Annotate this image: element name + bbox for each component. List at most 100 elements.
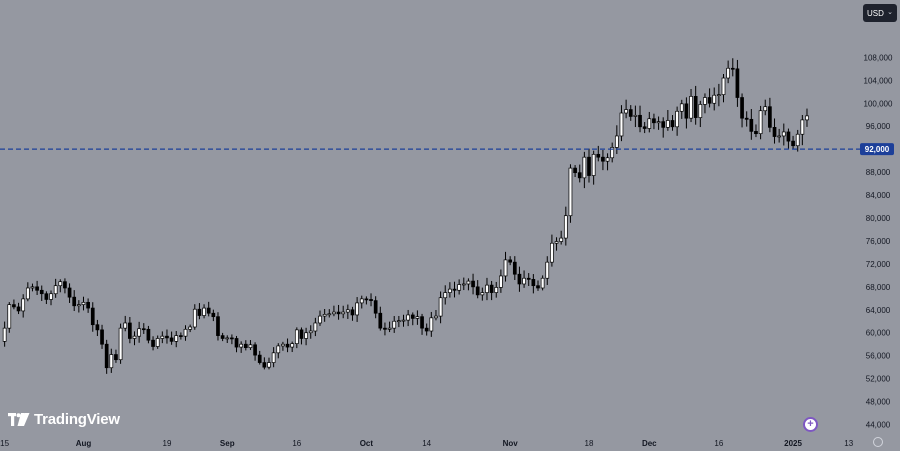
candle-body [554, 241, 559, 244]
candle-body [619, 112, 624, 137]
candle-body [665, 120, 670, 128]
candle-body [596, 153, 601, 158]
candles-layer [2, 58, 809, 374]
candle-body [429, 317, 434, 332]
candle-body [791, 140, 795, 147]
candle-body [39, 289, 44, 295]
price-axis[interactable]: 44,000 48,000 52,000 56,000 60,000 64,000 68,0… [864, 53, 893, 429]
candle-body [253, 344, 257, 356]
time-tick-label: 15 [0, 439, 9, 448]
price-tick-label: 44,000 [866, 421, 891, 430]
candle-body [795, 133, 800, 147]
candle-body [693, 96, 698, 118]
currency-dropdown[interactable]: USD ⌄ [863, 4, 897, 22]
candle-body [234, 338, 239, 348]
currency-label: USD [867, 8, 884, 18]
candle-body [647, 118, 652, 129]
candle-body [633, 114, 638, 117]
time-tick-label: Aug [76, 439, 92, 448]
candle-body [183, 328, 188, 337]
price-tick-label: 56,000 [866, 352, 891, 361]
candle-body [480, 292, 485, 296]
candle-body [81, 301, 86, 305]
candle-body [383, 327, 387, 330]
candle-body [202, 307, 206, 316]
price-tick-label: 60,000 [866, 329, 891, 338]
candle-body [610, 147, 615, 159]
candle-body [735, 68, 740, 98]
candle-body [322, 314, 327, 317]
time-tick-label: 13 [844, 439, 853, 448]
candle-body [188, 326, 193, 330]
candle-body [410, 314, 415, 319]
candle-body [786, 131, 791, 142]
candle-body [526, 277, 531, 280]
candle-body [466, 280, 471, 285]
candle-body [485, 284, 489, 293]
time-tick-label: Nov [503, 439, 519, 448]
time-axis[interactable]: 15 Aug 19 Sep 16 Oct 14 Nov 18 Dec 16 2025 13 [0, 439, 854, 448]
candle-body [271, 352, 276, 363]
candle-body [299, 329, 304, 339]
candle-body [494, 287, 499, 293]
candle-body [550, 242, 554, 263]
candle-body [76, 304, 81, 307]
candle-body [369, 299, 373, 301]
candle-body [605, 157, 610, 162]
candle-body [336, 311, 341, 315]
candle-body [740, 97, 744, 119]
candle-body [100, 329, 104, 345]
candle-body [44, 293, 49, 300]
candle-body [49, 293, 53, 300]
candle-body [179, 335, 183, 337]
price-tick-label: 80,000 [866, 214, 891, 223]
candle-body [397, 320, 401, 323]
candle-body [350, 309, 355, 316]
candle-body [387, 327, 392, 330]
candle-body [174, 335, 179, 342]
candle-body [155, 338, 160, 347]
candle-body [197, 308, 202, 316]
candle-body [420, 316, 424, 329]
candle-body [457, 284, 461, 291]
candle-body [684, 103, 689, 119]
price-tick-label: 108,000 [864, 53, 893, 62]
candle-body [406, 314, 410, 321]
candle-body [128, 322, 132, 339]
candle-body [392, 320, 397, 329]
price-tick-label: 52,000 [866, 375, 891, 384]
candle-body [257, 354, 262, 363]
candle-body [90, 307, 95, 326]
candle-body [401, 319, 406, 322]
candle-body [290, 343, 295, 348]
candle-body [452, 288, 457, 291]
time-tick-label: Sep [220, 439, 235, 448]
price-label-background [860, 143, 894, 156]
candle-body [109, 354, 114, 369]
candle-body [243, 343, 248, 349]
candle-body [563, 215, 568, 239]
candle-body [768, 106, 772, 128]
candle-body [531, 279, 536, 287]
candle-body [628, 109, 633, 117]
time-tick-label: 2025 [784, 439, 802, 448]
candle-body [58, 281, 63, 287]
clock-icon[interactable] [873, 437, 883, 447]
candle-body [614, 135, 619, 148]
tradingview-logo[interactable]: TradingView [8, 410, 120, 428]
candle-body [471, 280, 475, 288]
candle-body [712, 94, 717, 104]
price-label-92000: 92,000 [860, 143, 894, 156]
add-plus-button[interactable]: + [803, 417, 818, 432]
candle-body [698, 104, 703, 118]
candle-body [137, 328, 141, 337]
candle-body [805, 115, 809, 121]
candle-body [559, 237, 564, 242]
candle-body [638, 114, 642, 128]
candle-body [345, 309, 350, 313]
candle-body [169, 337, 174, 342]
candle-body [118, 327, 123, 361]
price-tick-label: 68,000 [866, 283, 891, 292]
candle-body [63, 281, 67, 289]
